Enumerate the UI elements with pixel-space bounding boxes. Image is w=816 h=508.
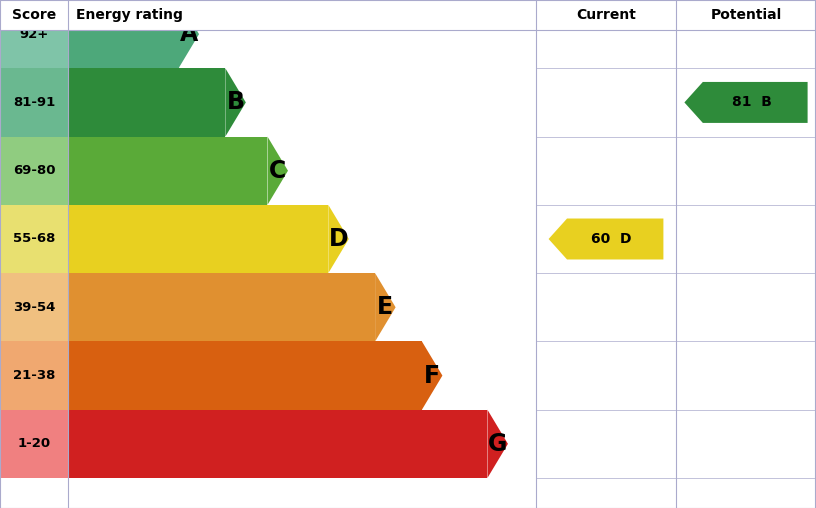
Text: Potential: Potential <box>711 8 782 22</box>
Bar <box>68 341 422 410</box>
Bar <box>68 273 375 341</box>
Bar <box>68 68 225 137</box>
Text: 92+: 92+ <box>20 27 49 41</box>
Text: Score: Score <box>12 8 56 22</box>
Polygon shape <box>268 137 288 205</box>
Polygon shape <box>179 0 199 68</box>
Text: Energy rating: Energy rating <box>76 8 183 22</box>
Text: 1-20: 1-20 <box>17 437 51 451</box>
Bar <box>68 205 328 273</box>
Bar <box>68 137 268 205</box>
Text: Current: Current <box>576 8 636 22</box>
Bar <box>68 410 487 478</box>
Bar <box>0 341 68 410</box>
Polygon shape <box>375 273 396 341</box>
Polygon shape <box>685 82 808 123</box>
Text: G: G <box>488 432 508 456</box>
Text: D: D <box>329 227 348 251</box>
Bar <box>0 68 68 137</box>
Text: B: B <box>227 90 245 114</box>
Text: F: F <box>424 364 440 388</box>
Text: 21-38: 21-38 <box>13 369 55 382</box>
Text: 39-54: 39-54 <box>13 301 55 314</box>
Polygon shape <box>328 205 348 273</box>
Polygon shape <box>548 218 663 260</box>
Bar <box>0 0 816 30</box>
Text: 60  D: 60 D <box>592 232 632 246</box>
Polygon shape <box>422 341 442 410</box>
Text: 55-68: 55-68 <box>13 233 55 245</box>
Bar <box>0 137 68 205</box>
Text: C: C <box>269 158 286 183</box>
Bar <box>0 273 68 341</box>
Polygon shape <box>487 410 508 478</box>
Polygon shape <box>225 68 246 137</box>
Bar <box>0 410 68 478</box>
Bar <box>0 205 68 273</box>
Text: 81  B: 81 B <box>732 96 772 109</box>
Text: E: E <box>377 295 393 320</box>
Bar <box>0 0 68 68</box>
Bar <box>68 0 179 68</box>
Text: A: A <box>180 22 198 46</box>
Text: 69-80: 69-80 <box>13 164 55 177</box>
Text: 81-91: 81-91 <box>13 96 55 109</box>
